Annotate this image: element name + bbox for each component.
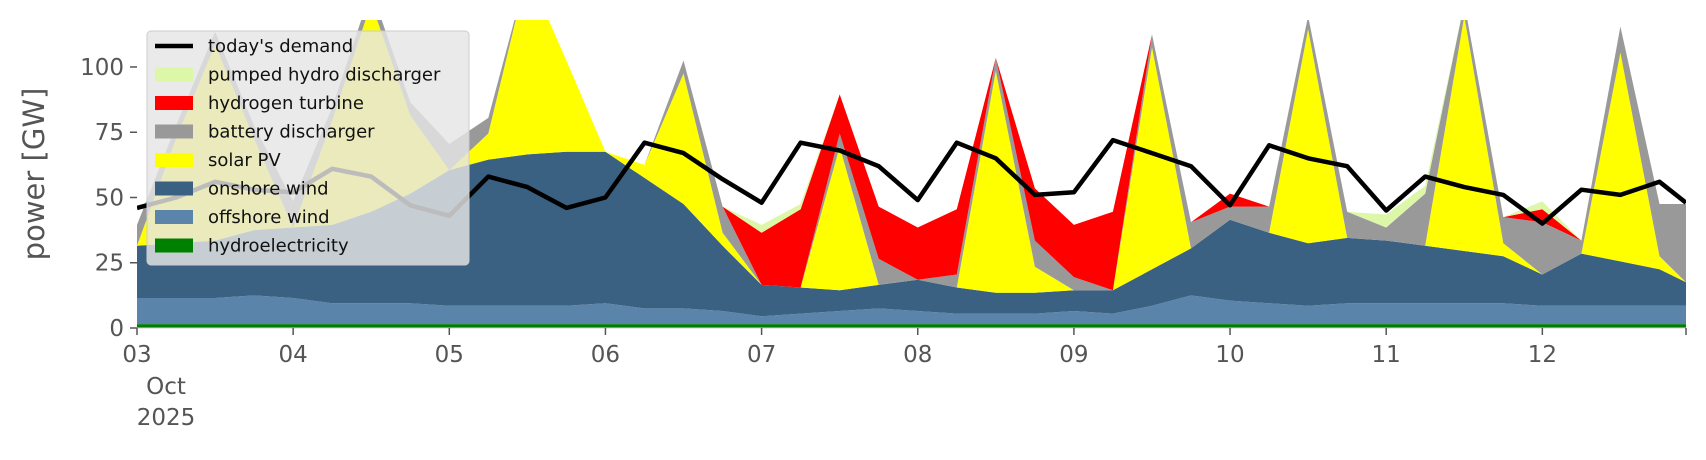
legend-label-solar-pv: solar PV xyxy=(208,150,281,171)
legend-label-battery-discharger: battery discharger xyxy=(208,122,375,143)
y-tick-label: 75 xyxy=(95,120,124,146)
legend-swatch-pumped-hydro-discharger xyxy=(155,67,193,82)
legend-label-today-s-demand: today's demand xyxy=(208,36,353,57)
area-hydroelectricity xyxy=(137,324,1686,328)
area-solar-pv xyxy=(137,20,1686,293)
y-tick-label: 50 xyxy=(95,185,124,211)
legend-label-pumped-hydro-discharger: pumped hydro discharger xyxy=(208,65,441,86)
legend-swatch-onshore-wind xyxy=(155,181,193,196)
x-tick-label: 03 xyxy=(122,342,151,368)
x-tick-sublabel: Oct xyxy=(146,374,186,400)
x-tick-label: 08 xyxy=(903,342,932,368)
legend-label-hydrogen-turbine: hydrogen turbine xyxy=(208,93,364,114)
area-hydrogen-turbine xyxy=(137,20,1686,291)
y-axis-label: power [GW] xyxy=(17,88,51,261)
y-axis-ticks: 0 25 50 75 100 xyxy=(80,55,137,342)
legend-swatch-hydrogen-turbine xyxy=(155,96,193,110)
x-tick-label: 10 xyxy=(1215,342,1244,368)
y-tick-label: 0 xyxy=(109,316,124,342)
legend-label-offshore-wind: offshore wind xyxy=(208,207,330,228)
legend-swatch-hydroelectricity xyxy=(155,238,193,253)
legend-label-onshore-wind: onshore wind xyxy=(208,179,329,200)
x-tick-label: 07 xyxy=(747,342,776,368)
y-tick-label: 25 xyxy=(95,251,124,277)
area-onshore-wind xyxy=(137,151,1686,317)
legend: today's demand pumped hydro discharger hyd… xyxy=(146,30,470,266)
x-tick-label: 11 xyxy=(1372,342,1401,368)
legend-box xyxy=(146,30,470,266)
y-tick-label: 100 xyxy=(80,55,124,81)
legend-swatch-offshore-wind xyxy=(155,210,193,224)
x-tick-label: 09 xyxy=(1059,342,1088,368)
x-axis-ticks: 03 Oct 2025 04 05 06 07 08 09 10 11 12 xyxy=(122,328,1687,431)
legend-swatch-solar-pv xyxy=(155,153,193,167)
x-tick-label: 06 xyxy=(591,342,620,368)
x-tick-label: 12 xyxy=(1528,342,1557,368)
x-tick-label: 05 xyxy=(435,342,464,368)
x-tick-sublabel: 2025 xyxy=(137,405,196,431)
area-offshore-wind xyxy=(137,295,1686,325)
x-tick-label: 04 xyxy=(279,342,308,368)
legend-label-hydroelectricity: hydroelectricity xyxy=(208,236,349,257)
legend-swatch-battery-discharger xyxy=(155,124,193,139)
